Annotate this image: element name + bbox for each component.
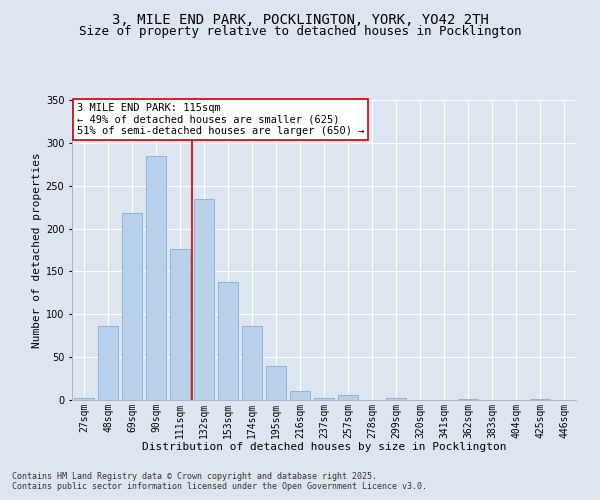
Bar (290, 390, 310, 400)
Bar (218, 282, 238, 400)
Bar (170, 249, 190, 400)
Bar (74, 398, 94, 400)
Bar (314, 398, 334, 400)
Bar (242, 326, 262, 400)
Text: Size of property relative to detached houses in Pocklington: Size of property relative to detached ho… (79, 25, 521, 38)
Bar (266, 366, 286, 400)
Bar (122, 213, 142, 400)
Bar (98, 326, 118, 400)
Bar (458, 399, 478, 400)
Y-axis label: Number of detached properties: Number of detached properties (32, 152, 41, 348)
Text: Contains public sector information licensed under the Open Government Licence v3: Contains public sector information licen… (12, 482, 427, 491)
Text: Contains HM Land Registry data © Crown copyright and database right 2025.: Contains HM Land Registry data © Crown c… (12, 472, 377, 481)
Bar (338, 395, 358, 400)
Text: 3 MILE END PARK: 115sqm
← 49% of detached houses are smaller (625)
51% of semi-d: 3 MILE END PARK: 115sqm ← 49% of detache… (77, 103, 365, 136)
Text: 3, MILE END PARK, POCKLINGTON, YORK, YO42 2TH: 3, MILE END PARK, POCKLINGTON, YORK, YO4… (112, 12, 488, 26)
Bar (194, 200, 214, 400)
Bar (530, 399, 550, 400)
Bar (146, 156, 166, 400)
Bar (386, 398, 406, 400)
X-axis label: Distribution of detached houses by size in Pocklington: Distribution of detached houses by size … (142, 442, 506, 452)
